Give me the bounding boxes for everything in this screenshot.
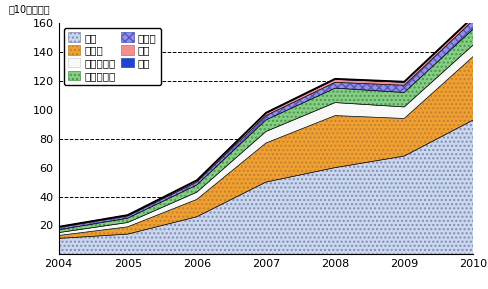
Legend: 風力, 太陽光, バイオ燃料, バイオマス, 小水力, 地熱, 海洋: 風力, 太陽光, バイオ燃料, バイオマス, 小水力, 地熱, 海洋 — [64, 28, 161, 85]
Text: （10億ドル）: （10億ドル） — [9, 4, 50, 14]
